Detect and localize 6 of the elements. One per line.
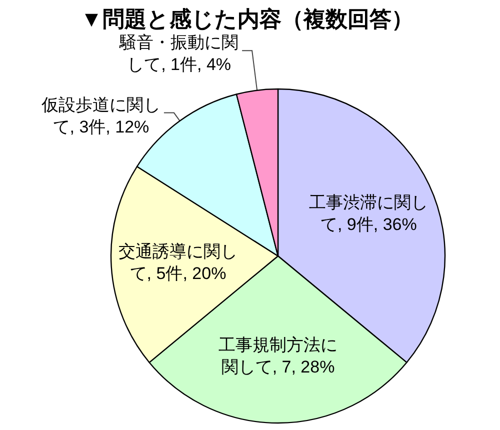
- chart-title: ▼問題と感じた内容（複数回答）: [80, 6, 414, 32]
- slice-label: 騒音・振動に関して, 1件, 4%: [118, 33, 239, 74]
- slice-label: 工事規制方法に関して, 7, 28%: [218, 336, 338, 377]
- slice-label: 仮設歩道に関して, 3件, 12%: [40, 95, 160, 136]
- slice-label: 交通誘導に関して, 5件, 20%: [118, 242, 238, 283]
- slice-label: 工事渋滞に関して, 9件, 36%: [309, 192, 428, 234]
